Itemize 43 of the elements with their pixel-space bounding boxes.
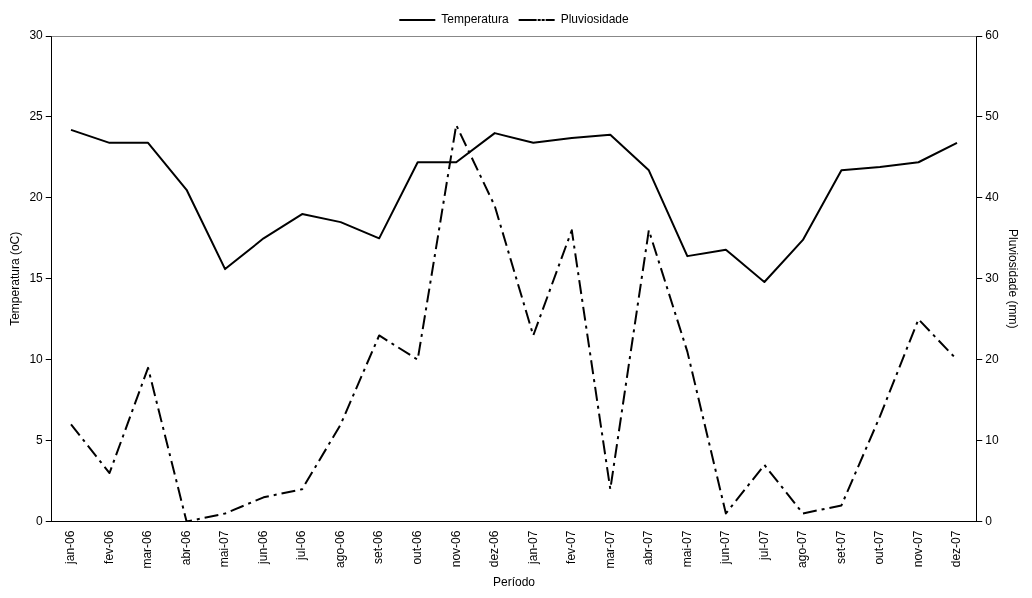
y2-tick-label: 60 <box>985 28 999 43</box>
x-tick-label: mai-07 <box>679 530 694 568</box>
y2-tick-label: 50 <box>985 109 999 124</box>
x-tick-label: jun-07 <box>718 530 733 565</box>
x-tick-label: fev-06 <box>101 530 116 564</box>
x-tick-label: nov-07 <box>910 530 925 568</box>
y2-tick-label: 10 <box>985 432 999 447</box>
x-tick-label: jul-06 <box>294 530 309 561</box>
x-tick-label: nov-06 <box>448 530 463 568</box>
y-tick-label: 0 <box>36 513 44 528</box>
x-tick-label: set-06 <box>371 530 386 564</box>
y-axis-title: Temperatura (oC) <box>7 231 22 326</box>
x-axis-title: Período <box>492 575 536 590</box>
x-tick-label: jan-07 <box>525 530 540 565</box>
y-tick-label: 25 <box>29 109 44 124</box>
x-tick-label: set-07 <box>833 530 848 564</box>
x-tick-label: ago-07 <box>795 530 810 568</box>
x-tick-label: jun-06 <box>255 530 270 565</box>
legend-label: Temperatura <box>441 12 509 27</box>
x-tick-label: abr-06 <box>178 530 193 566</box>
y2-tick-label: 20 <box>985 352 999 367</box>
y-tick-label: 30 <box>29 28 44 43</box>
x-tick-label: mar-06 <box>140 530 155 569</box>
x-tick-label: dez-06 <box>487 530 502 568</box>
y-tick-label: 10 <box>29 352 44 367</box>
y-tick-label: 20 <box>29 190 44 205</box>
x-tick-label: jan-06 <box>63 530 78 565</box>
y2-tick-label: 30 <box>985 271 999 286</box>
x-tick-label: out-07 <box>872 530 887 565</box>
y2-tick-label: 0 <box>985 513 993 528</box>
x-tick-label: out-06 <box>410 530 425 565</box>
x-tick-label: mar-07 <box>602 530 617 569</box>
x-tick-label: fev-07 <box>564 530 579 564</box>
x-tick-label: abr-07 <box>641 530 656 566</box>
y2-tick-label: 40 <box>985 190 999 205</box>
y-tick-label: 15 <box>29 271 44 286</box>
x-tick-label: mai-07 <box>217 530 232 568</box>
y2-axis-title: Pluviosidade (mm) <box>1006 229 1021 329</box>
y-tick-label: 5 <box>36 432 44 447</box>
x-tick-label: ago-06 <box>332 530 347 568</box>
x-tick-label: jul-07 <box>756 530 771 561</box>
x-tick-label: dez-07 <box>949 530 964 568</box>
legend-label: Pluviosidade <box>560 12 630 27</box>
